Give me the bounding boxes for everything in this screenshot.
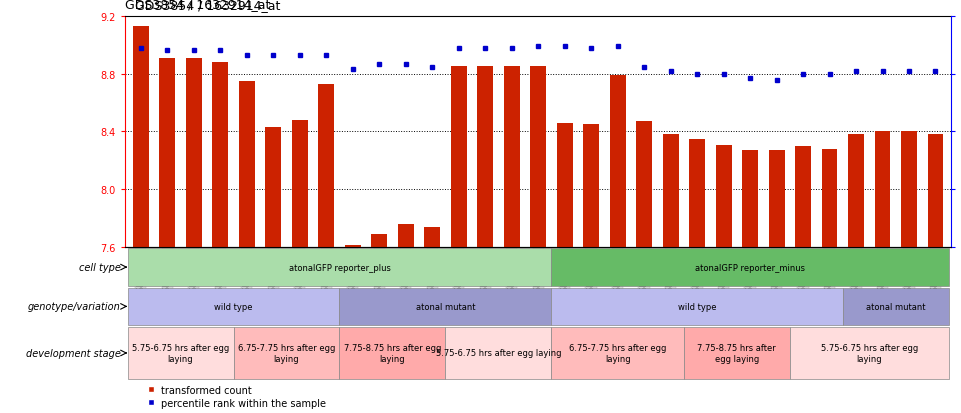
Text: genotype/variation: genotype/variation	[28, 301, 121, 312]
Bar	[451, 67, 467, 248]
Bar	[636, 122, 653, 248]
Bar	[843, 288, 949, 325]
Bar	[339, 288, 552, 325]
Bar	[822, 150, 837, 248]
Bar	[769, 151, 784, 248]
Bar	[504, 67, 520, 248]
Bar	[901, 132, 917, 248]
Text: atonalGFP reporter_plus: atonalGFP reporter_plus	[288, 263, 390, 272]
Bar	[133, 26, 149, 248]
Text: atonal mutant: atonal mutant	[416, 302, 475, 311]
Text: GDS3854 / 1632914_at: GDS3854 / 1632914_at	[125, 0, 270, 11]
Text: 5.75-6.75 hrs after egg
laying: 5.75-6.75 hrs after egg laying	[132, 344, 229, 363]
Bar	[530, 67, 546, 248]
Bar	[128, 288, 339, 325]
Bar	[742, 151, 758, 248]
Bar	[234, 328, 339, 379]
Text: 7.75-8.75 hrs after egg
laying: 7.75-8.75 hrs after egg laying	[344, 344, 441, 363]
Bar	[212, 63, 229, 248]
Bar	[716, 145, 731, 248]
Bar	[875, 132, 891, 248]
Bar	[292, 121, 308, 248]
Text: wild type: wild type	[214, 302, 253, 311]
Text: 7.75-8.75 hrs after
egg laying: 7.75-8.75 hrs after egg laying	[698, 344, 776, 363]
Bar	[552, 328, 684, 379]
Bar	[239, 81, 255, 248]
Bar	[790, 328, 949, 379]
Text: development stage: development stage	[26, 348, 121, 358]
Bar	[185, 58, 202, 248]
Legend: transformed count, percentile rank within the sample: transformed count, percentile rank withi…	[146, 385, 326, 408]
Bar	[583, 125, 599, 248]
Bar	[371, 235, 387, 248]
Bar	[663, 135, 678, 248]
Bar	[446, 328, 552, 379]
Text: GDS3854 / 1632914_at: GDS3854 / 1632914_at	[135, 0, 280, 12]
Bar	[339, 328, 446, 379]
Bar	[128, 328, 234, 379]
Text: 5.75-6.75 hrs after egg laying: 5.75-6.75 hrs after egg laying	[435, 349, 561, 358]
Bar	[927, 135, 944, 248]
Bar	[556, 123, 573, 248]
Bar	[609, 76, 626, 248]
Text: wild type: wild type	[678, 302, 716, 311]
Text: 6.75-7.75 hrs after egg
laying: 6.75-7.75 hrs after egg laying	[237, 344, 335, 363]
Bar	[398, 225, 413, 248]
Bar	[265, 128, 282, 248]
Bar	[318, 84, 334, 248]
Bar	[478, 67, 493, 248]
Text: cell type: cell type	[79, 262, 121, 273]
Bar	[345, 245, 360, 248]
Bar	[424, 228, 440, 248]
Text: 5.75-6.75 hrs after egg
laying: 5.75-6.75 hrs after egg laying	[821, 344, 918, 363]
Bar	[552, 249, 949, 286]
Bar	[160, 58, 175, 248]
Bar	[795, 147, 811, 248]
Text: 6.75-7.75 hrs after egg
laying: 6.75-7.75 hrs after egg laying	[569, 344, 666, 363]
Bar	[552, 288, 843, 325]
Bar	[128, 249, 552, 286]
Text: atonalGFP reporter_minus: atonalGFP reporter_minus	[695, 263, 805, 272]
Bar	[689, 139, 705, 248]
Bar	[684, 328, 790, 379]
Text: atonal mutant: atonal mutant	[866, 302, 925, 311]
Bar	[849, 135, 864, 248]
